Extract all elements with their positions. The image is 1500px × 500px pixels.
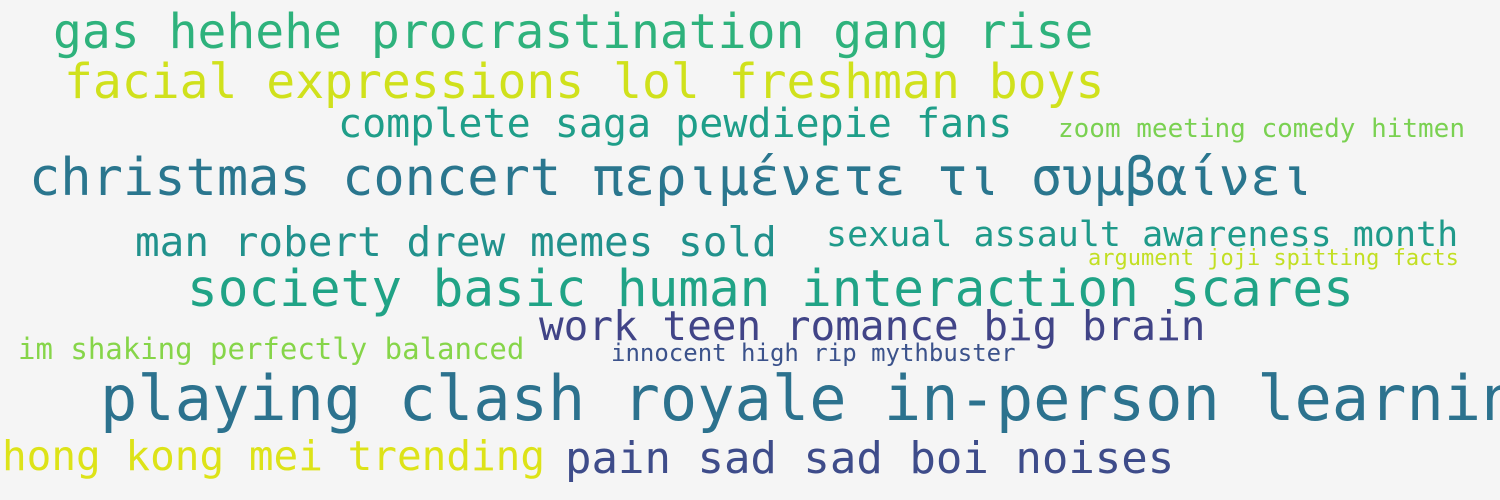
phrase-argument-joji: argument joji spitting facts <box>1088 246 1459 271</box>
phrase-playing-clash: playing clash royale in-person learning <box>100 362 1500 435</box>
phrase-sexual-assault: sexual assault awareness month <box>826 215 1459 255</box>
phrase-man-robert: man robert drew memes sold <box>135 218 777 266</box>
phrase-zoom-meeting: zoom meeting comedy hitmen <box>1058 114 1465 144</box>
phrase-facial-expressions: facial expressions lol freshman boys <box>64 54 1105 110</box>
phrase-complete-saga: complete saga pewdiepie fans <box>338 101 1013 147</box>
phrase-innocent-high: innocent high rip mythbuster <box>611 339 1016 367</box>
phrase-pain-sad: pain sad sad boi noises <box>565 433 1175 484</box>
phrase-hong-kong: hong kong mei trending <box>2 432 546 480</box>
phrase-christmas-concert: christmas concert περιμένετε τι συμβαίνε… <box>29 148 1313 208</box>
phrase-gas-hehehe: gas hehehe procrastination gang rise <box>53 4 1094 60</box>
phrase-im-shaking: im shaking perfectly balanced <box>18 332 525 366</box>
phrase-society-basic: society basic human interaction scares <box>187 260 1354 319</box>
phrase-work-teen: work teen romance big brain <box>539 302 1206 350</box>
